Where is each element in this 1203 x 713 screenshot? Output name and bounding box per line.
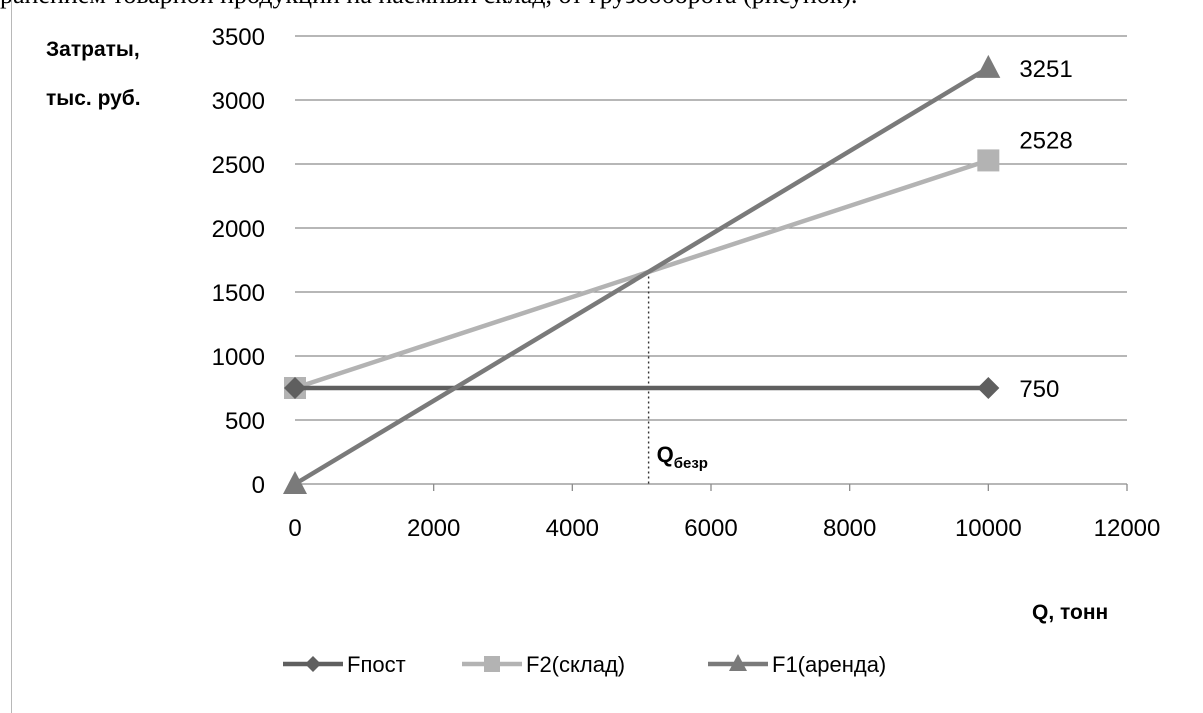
data-label-series-0: 750 — [1019, 376, 1059, 403]
legend: Fпост F2(склад) F1(аренда) — [283, 652, 886, 677]
header-text: ранением товарной продукции на наемный с… — [0, 0, 1203, 10]
breakeven-label-sub: безр — [674, 455, 708, 472]
legend-label-2: F1(аренда) — [772, 652, 886, 677]
page-left-rule — [11, 0, 12, 713]
x-tick-6000: 6000 — [684, 515, 737, 542]
legend-marker-2 — [729, 654, 747, 671]
series-group — [283, 54, 1001, 494]
y-tick-3000: 3000 — [212, 88, 265, 115]
legend-marker-0 — [305, 656, 321, 672]
series-line-2 — [293, 65, 990, 486]
y-tick-2500: 2500 — [212, 152, 265, 179]
y-axis-label-line1: Затраты, — [46, 38, 140, 61]
x-axis-label: Q, тонн — [1032, 601, 1108, 624]
series-1-point-1 — [977, 149, 1000, 172]
series-2-point-0 — [283, 471, 307, 494]
legend-marker-1 — [484, 656, 500, 672]
legend-label-1: F2(склад) — [526, 652, 625, 677]
series-2-point-1 — [976, 54, 1001, 78]
series-0-point-0 — [284, 377, 306, 399]
y-tick-2000: 2000 — [212, 216, 265, 243]
y-axis-label-line2: тыс. руб. — [46, 87, 141, 110]
grid-lines — [295, 35, 1127, 421]
y-tick-1500: 1500 — [212, 280, 265, 307]
series-0-point-1 — [977, 377, 1000, 399]
x-tick-4000: 4000 — [546, 515, 599, 542]
y-tick-3500: 3500 — [212, 24, 265, 51]
x-tick-12000: 12000 — [1094, 515, 1161, 542]
x-tick-0: 0 — [288, 515, 301, 542]
y-tick-1000: 1000 — [212, 344, 265, 371]
y-axis-ticks: 0 500 1000 1500 2000 2500 3000 3500 — [212, 24, 265, 499]
legend-label-0: Fпост — [347, 652, 406, 677]
data-label-series-1: 2528 — [1019, 127, 1072, 154]
x-tick-10000: 10000 — [955, 515, 1022, 542]
y-tick-500: 500 — [225, 408, 265, 435]
x-tick-2000: 2000 — [407, 515, 460, 542]
breakeven-label-main: Q — [657, 442, 674, 467]
x-tick-8000: 8000 — [823, 515, 876, 542]
data-label-series-2: 3251 — [1019, 56, 1072, 83]
breakeven-label: Qбезр — [657, 442, 708, 472]
x-axis-ticks: 0 2000 4000 6000 8000 10000 12000 — [288, 484, 1160, 542]
data-labels: 750 2528 3251 — [1019, 56, 1072, 403]
y-tick-0: 0 — [252, 472, 265, 499]
